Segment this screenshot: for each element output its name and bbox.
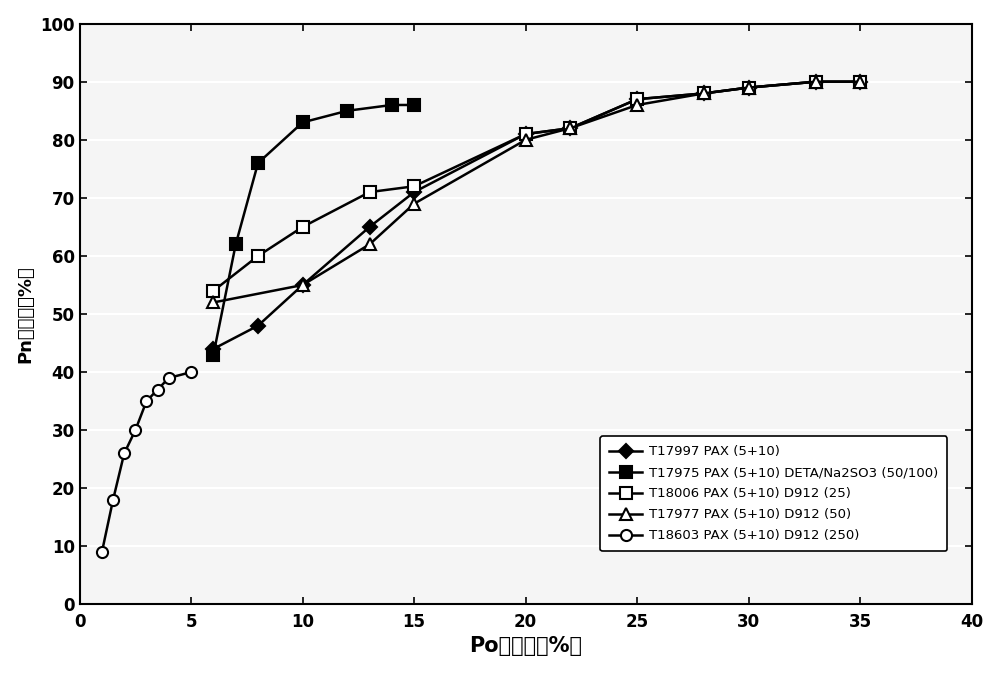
T17997 PAX (5+10) — [810, 77, 822, 85]
T17977 PAX (5+10) D912 (50) — [743, 83, 755, 92]
T18603 PAX (5+10) D912 (250) — [185, 368, 197, 376]
T18006 PAX (5+10) D912 (25) — [207, 287, 219, 295]
T17977 PAX (5+10) D912 (50) — [364, 240, 376, 248]
T17975 PAX (5+10) DETA/Na2SO3 (50/100) — [207, 351, 219, 359]
Line: T18603 PAX (5+10) D912 (250): T18603 PAX (5+10) D912 (250) — [96, 367, 197, 558]
T18006 PAX (5+10) D912 (25) — [297, 223, 309, 231]
T17975 PAX (5+10) DETA/Na2SO3 (50/100) — [386, 101, 398, 109]
T18006 PAX (5+10) D912 (25) — [854, 77, 866, 85]
T17977 PAX (5+10) D912 (50) — [520, 136, 532, 144]
T18006 PAX (5+10) D912 (25) — [631, 95, 643, 103]
T17977 PAX (5+10) D912 (50) — [207, 298, 219, 306]
Line: T17997 PAX (5+10): T17997 PAX (5+10) — [209, 77, 865, 354]
T17975 PAX (5+10) DETA/Na2SO3 (50/100) — [408, 101, 420, 109]
T18603 PAX (5+10) D912 (250) — [118, 450, 130, 458]
T17997 PAX (5+10) — [207, 345, 219, 353]
T17977 PAX (5+10) D912 (50) — [698, 90, 710, 98]
Line: T17975 PAX (5+10) DETA/Na2SO3 (50/100): T17975 PAX (5+10) DETA/Na2SO3 (50/100) — [208, 100, 420, 360]
T17977 PAX (5+10) D912 (50) — [297, 281, 309, 289]
T18006 PAX (5+10) D912 (25) — [408, 182, 420, 190]
T18006 PAX (5+10) D912 (25) — [364, 188, 376, 196]
X-axis label: Po回收率（%）: Po回收率（%） — [469, 637, 582, 656]
T18603 PAX (5+10) D912 (250) — [96, 548, 108, 556]
T17975 PAX (5+10) DETA/Na2SO3 (50/100) — [230, 240, 242, 248]
T18006 PAX (5+10) D912 (25) — [252, 252, 264, 260]
Legend: T17997 PAX (5+10), T17975 PAX (5+10) DETA/Na2SO3 (50/100), T18006 PAX (5+10) D91: T17997 PAX (5+10), T17975 PAX (5+10) DET… — [600, 436, 947, 551]
T17997 PAX (5+10) — [297, 281, 309, 289]
Line: T18006 PAX (5+10) D912 (25): T18006 PAX (5+10) D912 (25) — [208, 76, 866, 296]
T18603 PAX (5+10) D912 (250) — [152, 386, 164, 394]
T17997 PAX (5+10) — [854, 77, 866, 85]
T17997 PAX (5+10) — [252, 322, 264, 330]
T17997 PAX (5+10) — [564, 125, 576, 133]
T17997 PAX (5+10) — [698, 90, 710, 98]
Line: T17977 PAX (5+10) D912 (50): T17977 PAX (5+10) D912 (50) — [208, 76, 866, 308]
T17975 PAX (5+10) DETA/Na2SO3 (50/100) — [252, 159, 264, 167]
T17997 PAX (5+10) — [743, 83, 755, 92]
T17977 PAX (5+10) D912 (50) — [854, 77, 866, 85]
T17977 PAX (5+10) D912 (50) — [631, 101, 643, 109]
T17997 PAX (5+10) — [364, 223, 376, 231]
T18006 PAX (5+10) D912 (25) — [520, 130, 532, 138]
T17977 PAX (5+10) D912 (50) — [810, 77, 822, 85]
T17997 PAX (5+10) — [408, 188, 420, 196]
T18603 PAX (5+10) D912 (250) — [129, 426, 141, 434]
T18006 PAX (5+10) D912 (25) — [564, 125, 576, 133]
T17977 PAX (5+10) D912 (50) — [408, 200, 420, 208]
T18006 PAX (5+10) D912 (25) — [810, 77, 822, 85]
T17975 PAX (5+10) DETA/Na2SO3 (50/100) — [297, 118, 309, 127]
T18603 PAX (5+10) D912 (250) — [163, 374, 175, 382]
T17977 PAX (5+10) D912 (50) — [564, 125, 576, 133]
T18006 PAX (5+10) D912 (25) — [698, 90, 710, 98]
T17997 PAX (5+10) — [631, 95, 643, 103]
T18603 PAX (5+10) D912 (250) — [140, 397, 152, 405]
T17975 PAX (5+10) DETA/Na2SO3 (50/100) — [341, 107, 353, 115]
T18603 PAX (5+10) D912 (250) — [107, 496, 119, 504]
T18006 PAX (5+10) D912 (25) — [743, 83, 755, 92]
Y-axis label: Pn回收率（%）: Pn回收率（%） — [17, 265, 35, 363]
T17997 PAX (5+10) — [520, 130, 532, 138]
